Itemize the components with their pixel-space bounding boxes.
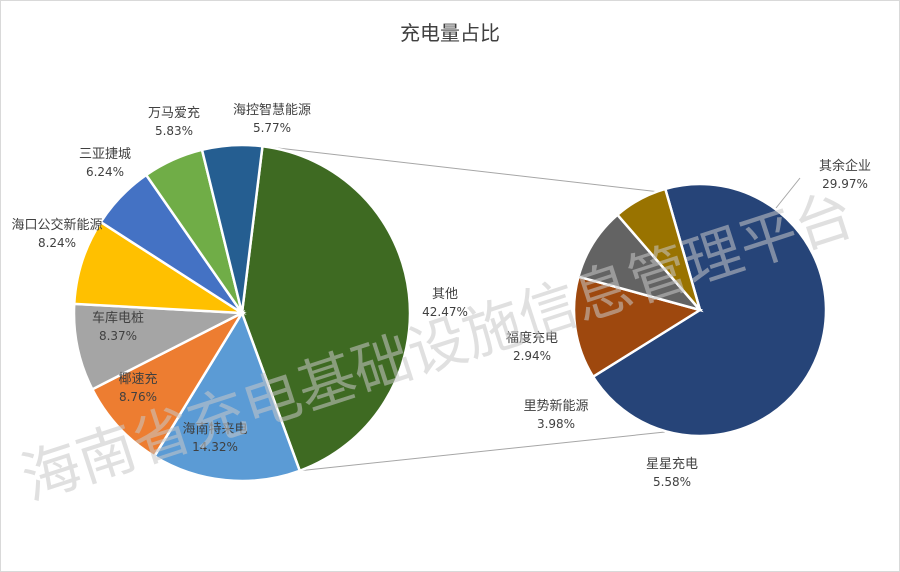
main-pie-slice [72, 220, 247, 315]
secondary-pie [572, 182, 828, 438]
secondary-slice-value: 29.97% [822, 177, 868, 191]
main-slice-value: 6.24% [86, 165, 124, 179]
secondary-slice-label: 福度充电 [506, 330, 558, 346]
secondary-slice-label: 其余企业 [819, 158, 871, 174]
main-pie-slice [200, 143, 264, 314]
main-pie-slice [72, 302, 247, 392]
main-slice-label: 其他 [432, 287, 458, 302]
main-slice-value: 8.37% [99, 329, 137, 343]
main-slice-value: 14.32% [192, 440, 238, 454]
secondary-slice-label: 里势新能源 [523, 398, 588, 414]
main-slice-label: 三亚捷城 [79, 147, 131, 162]
main-slice-label: 椰速充 [118, 371, 157, 387]
secondary-slice-value: 5.58% [653, 475, 691, 489]
slice-labels: 其他 42.47% 海南特来电 14.32% 椰速充 8.76% 车库电桩 8.37% 海口公交… [11, 102, 871, 489]
main-pie [72, 143, 412, 483]
connector-line [262, 145, 661, 193]
chart-title: 充电量占比 [400, 21, 500, 45]
connector-lines [262, 145, 666, 472]
main-slice-label: 海控智慧能源 [233, 102, 311, 118]
main-slice-value: 5.83% [155, 124, 193, 138]
main-pie-slice [240, 144, 412, 473]
main-pie-slice [152, 310, 302, 483]
secondary-slice-label: 星星充电 [646, 456, 698, 472]
main-pie-slice [90, 309, 246, 459]
main-slice-value: 8.76% [119, 390, 157, 404]
main-slice-label: 海口公交新能源 [11, 217, 102, 233]
connector-line [299, 431, 666, 472]
main-slice-value: 8.24% [38, 236, 76, 250]
main-slice-value: 5.77% [253, 121, 291, 135]
main-slice-label: 海南特来电 [182, 421, 247, 437]
secondary-slice-value: 2.94% [513, 349, 551, 363]
secondary-pie-slice [591, 182, 828, 438]
main-slice-value: 42.47% [422, 305, 468, 319]
main-slice-label: 万马爱充 [148, 105, 200, 121]
main-slice-label: 车库电桩 [92, 310, 144, 326]
secondary-pie-slice [615, 187, 702, 311]
leader-line [775, 177, 801, 209]
secondary-slice-value: 3.98% [537, 417, 575, 431]
